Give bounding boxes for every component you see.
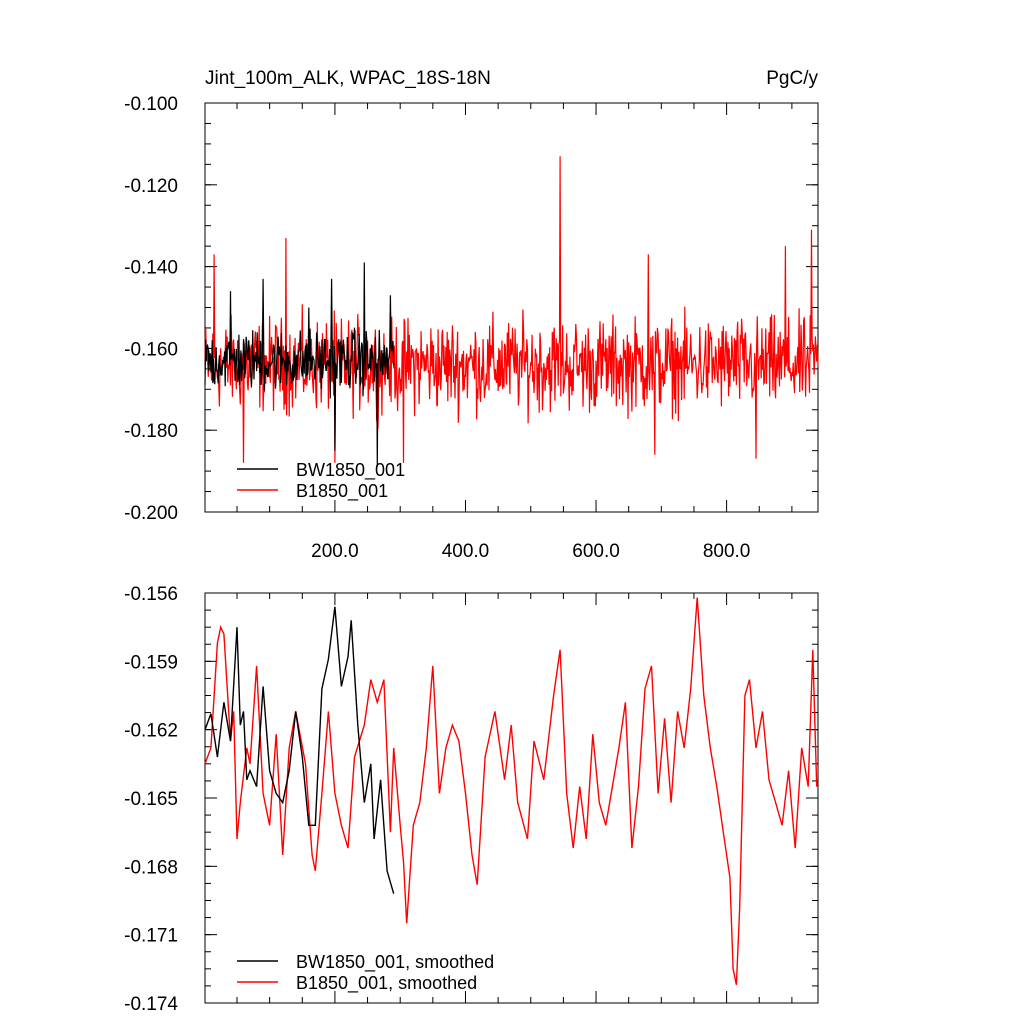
bottom-panel: -0.156 -0.159 -0.162 -0.165 -0.168 -0.171 -0.1… (124, 584, 819, 1015)
series-line-b1850-001 (204, 156, 819, 463)
y-tick-label: -0.100 (124, 94, 178, 115)
y-tick-label: -0.162 (124, 721, 178, 742)
legend-label-bw1850-smoothed: BW1850_001, smoothed (296, 952, 494, 973)
x-tick-label: 600.0 (572, 541, 620, 562)
legend-label-b1850: B1850_001 (296, 481, 388, 502)
top-y-axis: -0.100 -0.120 -0.140 -0.160 -0.180 -0.200 (124, 94, 818, 524)
top-panel: -0.100 -0.120 -0.140 -0.160 -0.180 -0.200 200… (124, 94, 819, 562)
y-tick-label: -0.165 (124, 789, 178, 810)
y-tick-label: -0.180 (124, 421, 178, 442)
series-line-b1850-001-smoothed (204, 597, 818, 985)
y-tick-label: -0.120 (124, 176, 178, 197)
bottom-legend: BW1850_001, smoothed B1850_001, smoothed (237, 952, 494, 994)
y-tick-label: -0.159 (124, 652, 178, 673)
y-tick-label: -0.140 (124, 258, 178, 279)
x-tick-label: 400.0 (442, 541, 490, 562)
bottom-x-axis (236, 593, 793, 1003)
series-line-bw1850-001 (204, 262, 395, 468)
x-tick-label: 800.0 (703, 541, 751, 562)
bottom-plot-frame (204, 592, 819, 1004)
y-tick-label: -0.168 (124, 857, 178, 878)
chart-units: PgC/y (766, 68, 818, 89)
y-tick-label: -0.200 (124, 503, 178, 524)
y-tick-label: -0.174 (124, 994, 178, 1015)
bottom-series-group (204, 597, 818, 985)
y-tick-label: -0.160 (124, 339, 178, 360)
top-series-group (204, 156, 819, 468)
y-tick-label: -0.156 (124, 584, 178, 605)
legend-label-bw1850: BW1850_001 (296, 460, 405, 481)
chart-title: Jint_100m_ALK, WPAC_18S-18N (205, 68, 491, 89)
legend-label-b1850-smoothed: B1850_001, smoothed (296, 973, 477, 994)
top-x-axis: 200.0 400.0 600.0 800.0 (236, 103, 793, 562)
bottom-y-axis: -0.156 -0.159 -0.162 -0.165 -0.168 -0.171 -0.1… (124, 584, 818, 1015)
series-line-bw1850-001-smoothed (204, 606, 395, 894)
x-tick-label: 200.0 (311, 541, 359, 562)
top-legend: BW1850_001 B1850_001 (237, 460, 405, 502)
top-plot-frame (204, 102, 819, 513)
y-tick-label: -0.171 (124, 926, 178, 947)
